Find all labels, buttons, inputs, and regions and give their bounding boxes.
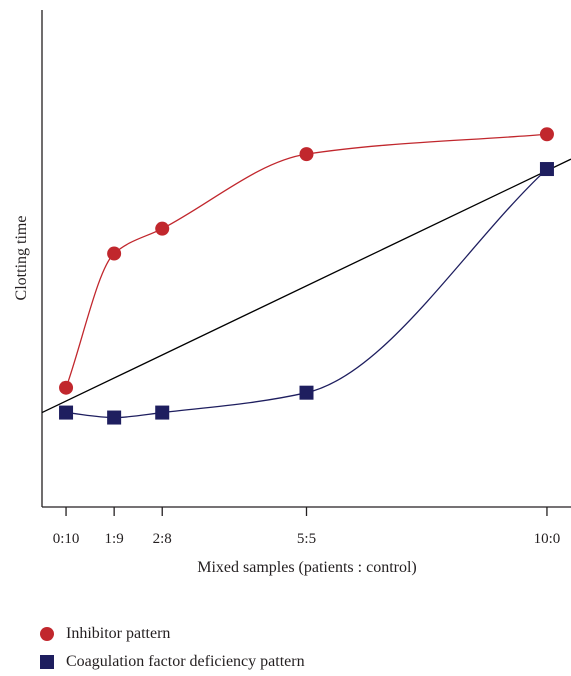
reference-line bbox=[41, 158, 571, 414]
legend-square-marker bbox=[40, 655, 54, 669]
legend-item-deficiency: Coagulation factor deficiency pattern bbox=[40, 648, 305, 676]
x-tick-label: 2:8 bbox=[153, 531, 172, 547]
x-axis: 0:10 1:9 2:8 5:5 10:0 bbox=[42, 506, 571, 547]
series-deficiency-curve bbox=[65, 168, 548, 419]
legend: Inhibitor pattern Coagulation factor def… bbox=[40, 620, 305, 676]
x-axis-label: Mixed samples (patients : control) bbox=[197, 559, 417, 576]
y-axis-label: Clotting time bbox=[13, 216, 30, 301]
legend-circle-marker bbox=[40, 627, 54, 641]
deficiency-point bbox=[539, 162, 554, 177]
x-tick-label: 0:10 bbox=[53, 531, 80, 547]
deficiency-point bbox=[107, 410, 122, 425]
x-tick-label: 1:9 bbox=[105, 531, 124, 547]
inhibitor-point bbox=[107, 246, 122, 261]
deficiency-point bbox=[299, 385, 314, 400]
data-markers bbox=[59, 127, 554, 425]
x-tick-label: 5:5 bbox=[297, 531, 316, 547]
series-inhibitor-curve bbox=[65, 133, 548, 388]
legend-item-inhibitor: Inhibitor pattern bbox=[40, 620, 305, 648]
legend-label-deficiency: Coagulation factor deficiency pattern bbox=[66, 653, 305, 670]
inhibitor-point bbox=[539, 127, 554, 142]
inhibitor-point bbox=[59, 380, 74, 395]
chart: 0:10 1:9 2:8 5:5 10:0 Mixed samples (patient… bbox=[13, 10, 571, 576]
inhibitor-point bbox=[155, 221, 170, 236]
inhibitor-point bbox=[299, 147, 314, 162]
x-tick-label: 10:0 bbox=[534, 531, 561, 547]
legend-label-inhibitor: Inhibitor pattern bbox=[66, 625, 171, 642]
x-ticks: 0:10 1:9 2:8 5:5 10:0 bbox=[53, 507, 561, 547]
deficiency-point bbox=[155, 405, 170, 420]
deficiency-point bbox=[59, 405, 74, 420]
